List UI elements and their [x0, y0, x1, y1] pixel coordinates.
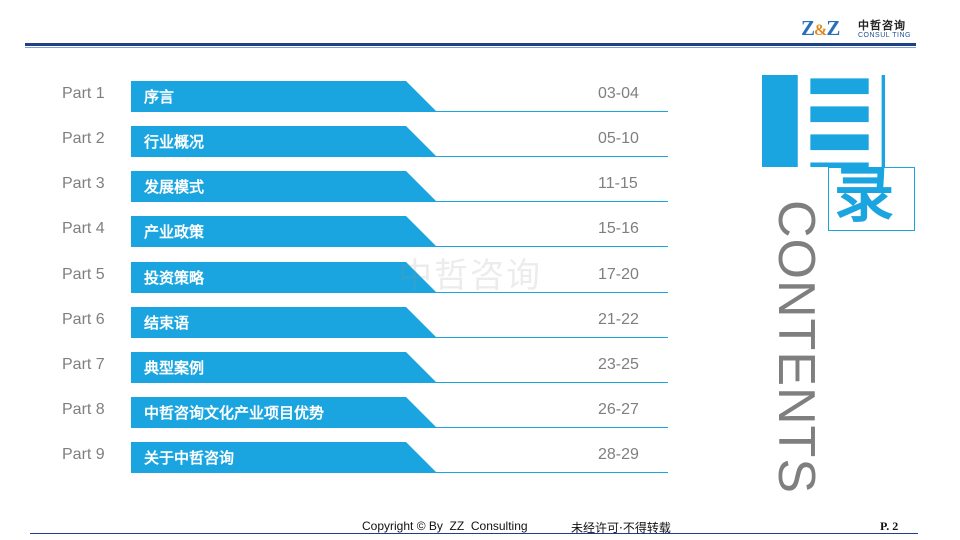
- toc-title-banner: 典型案例: [131, 352, 436, 382]
- toc-part-label: Part 8: [62, 401, 105, 418]
- toc-title: 结束语: [144, 314, 190, 332]
- contents-vertical-title: CONTENTS: [767, 200, 825, 494]
- page-number: P. 2: [880, 519, 899, 533]
- title-lu-block: [828, 167, 915, 231]
- header-rule-thin: [25, 47, 916, 48]
- logo-chinese-name: 中哲咨询: [858, 19, 906, 32]
- toc-part-label: Part 3: [62, 175, 105, 192]
- toc-underline: [131, 472, 668, 473]
- toc-title-banner: 发展模式: [131, 171, 436, 201]
- footer-rule: [30, 533, 918, 534]
- toc-page-range: 03-04: [598, 85, 639, 102]
- logo-mark: Z&Z: [801, 16, 840, 40]
- toc-title: 中哲咨询文化产业项目优势: [144, 404, 325, 422]
- toc-page-range: 28-29: [598, 446, 639, 463]
- toc-title: 序言: [144, 88, 175, 106]
- toc-title: 发展模式: [144, 178, 205, 196]
- toc-page-range: 26-27: [598, 401, 639, 418]
- toc-item[interactable]: Part 1 序言 03-04: [0, 81, 700, 112]
- toc-part-label: Part 6: [62, 311, 105, 328]
- toc-part-label: Part 1: [62, 85, 105, 102]
- toc-title: 产业政策: [144, 223, 205, 241]
- toc-underline: [131, 201, 668, 202]
- toc-title-banner: 投资策略: [131, 262, 436, 292]
- toc-title-banner: 关于中哲咨询: [131, 442, 436, 472]
- toc-underline: [131, 337, 668, 338]
- toc-part-label: Part 5: [62, 266, 105, 283]
- title-lu-glyph: 录: [834, 161, 894, 231]
- toc-underline: [131, 111, 668, 112]
- footer-copyright: Copyright © By ZZ Consulting: [362, 519, 528, 533]
- toc-underline: [131, 382, 668, 383]
- toc-part-label: Part 4: [62, 220, 105, 237]
- footer-notice: 未经许可·不得转载: [571, 521, 671, 535]
- header-rule: [25, 43, 916, 46]
- toc-item[interactable]: Part 8 中哲咨询文化产业项目优势 26-27: [0, 397, 700, 428]
- toc-title-banner: 产业政策: [131, 216, 436, 246]
- toc-item[interactable]: Part 2 行业概况 05-10: [0, 126, 700, 157]
- toc-underline: [131, 427, 668, 428]
- toc-part-label: Part 7: [62, 356, 105, 373]
- toc-page-range: 15-16: [598, 220, 639, 237]
- toc-title: 行业概况: [144, 133, 205, 151]
- toc-title: 典型案例: [144, 359, 205, 377]
- toc-title: 投资策略: [144, 269, 205, 287]
- toc-item[interactable]: Part 6 结束语 21-22: [0, 307, 700, 338]
- toc-item[interactable]: Part 4 产业政策 15-16: [0, 216, 700, 247]
- toc-item[interactable]: Part 7 典型案例 23-25: [0, 352, 700, 383]
- toc-underline: [131, 246, 668, 247]
- toc-page-range: 23-25: [598, 356, 639, 373]
- toc-title-banner: 中哲咨询文化产业项目优势: [131, 397, 436, 427]
- title-mu-block: [762, 75, 885, 167]
- title-mu-glyph: 目: [781, 50, 900, 188]
- toc-underline: [131, 292, 668, 293]
- toc-title-banner: 序言: [131, 81, 436, 111]
- toc-item[interactable]: Part 9 关于中哲咨询 28-29: [0, 442, 700, 473]
- toc-underline: [131, 156, 668, 157]
- logo-english-name: CONSUL TING: [858, 32, 911, 39]
- toc-item[interactable]: Part 5 投资策略 17-20: [0, 262, 700, 293]
- toc-item[interactable]: Part 3 发展模式 11-15: [0, 171, 700, 202]
- toc-page-range: 17-20: [598, 266, 639, 283]
- toc-page-range: 11-15: [598, 175, 638, 192]
- toc-title-banner: 结束语: [131, 307, 436, 337]
- toc-page-range: 05-10: [598, 130, 639, 147]
- toc-page-range: 21-22: [598, 311, 639, 328]
- watermark: 中哲咨询: [398, 256, 542, 296]
- company-logo: Z&Z 中哲咨询 CONSUL TING: [801, 14, 921, 42]
- toc-part-label: Part 2: [62, 130, 105, 147]
- toc-part-label: Part 9: [62, 446, 105, 463]
- toc-title-banner: 行业概况: [131, 126, 436, 156]
- toc-title: 关于中哲咨询: [144, 449, 235, 467]
